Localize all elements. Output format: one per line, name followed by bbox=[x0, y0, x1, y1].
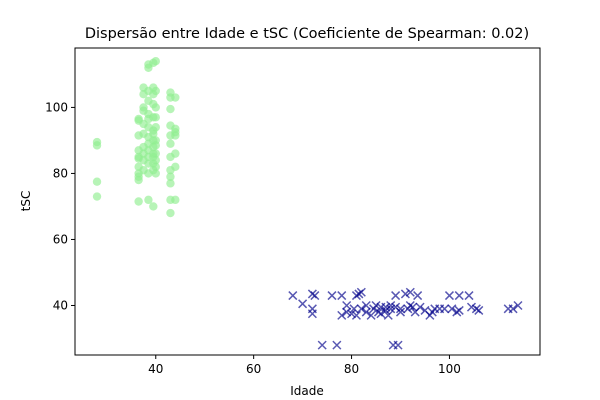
scatter-point bbox=[310, 291, 320, 301]
scatter-point bbox=[395, 304, 406, 314]
scatter-point bbox=[171, 195, 180, 205]
scatter-point bbox=[349, 304, 359, 314]
x-tick-label: 100 bbox=[438, 362, 461, 376]
scatter-point bbox=[408, 302, 418, 312]
scatter-point bbox=[342, 300, 352, 311]
scatter-point bbox=[383, 310, 393, 320]
scatter-point bbox=[371, 300, 381, 311]
scatter-point bbox=[171, 131, 180, 140]
scatter-point bbox=[386, 300, 396, 311]
scatter-point bbox=[395, 307, 406, 317]
scatter-point bbox=[447, 304, 457, 314]
scatter-point bbox=[361, 307, 371, 317]
chart-title: Dispersão entre Idade e tSC (Coeficiente… bbox=[85, 26, 529, 42]
scatter-point bbox=[166, 179, 175, 188]
scatter-point bbox=[151, 113, 160, 122]
scatter-point bbox=[151, 86, 160, 96]
scatter-point bbox=[454, 305, 464, 315]
scatter-point bbox=[337, 291, 347, 301]
scatter-point bbox=[391, 291, 401, 301]
scatter-point bbox=[337, 310, 347, 320]
x-tick-label: 80 bbox=[344, 362, 359, 376]
data-points bbox=[92, 57, 523, 350]
scatter-point bbox=[413, 291, 423, 301]
scatter-point bbox=[92, 177, 102, 186]
scatter-point bbox=[508, 304, 518, 314]
scatter-point bbox=[393, 340, 403, 350]
y-axis: 40 60 80 100 bbox=[45, 100, 75, 312]
scatter-point bbox=[474, 305, 484, 315]
plot-frame bbox=[74, 47, 541, 356]
y-tick-label: 60 bbox=[53, 232, 68, 246]
x-axis: 40 60 80 100 bbox=[148, 355, 461, 376]
scatter-point bbox=[513, 300, 523, 311]
x-tick-label: 40 bbox=[148, 362, 163, 376]
scatter-point bbox=[166, 139, 175, 148]
scatter-point bbox=[356, 287, 366, 297]
scatter-point bbox=[92, 192, 102, 201]
scatter-point bbox=[332, 340, 342, 350]
scatter-point bbox=[151, 162, 160, 172]
scatter-point bbox=[288, 291, 298, 301]
scatter-point bbox=[400, 289, 410, 299]
y-tick-label: 40 bbox=[53, 298, 68, 312]
scatter-point bbox=[464, 291, 474, 301]
scatter-point bbox=[342, 307, 352, 317]
scatter-point bbox=[134, 175, 143, 185]
scatter-point bbox=[151, 149, 160, 158]
scatter-point bbox=[366, 310, 376, 320]
y-tick-label: 80 bbox=[53, 166, 68, 180]
scatter-point bbox=[454, 291, 464, 301]
scatter-point bbox=[298, 299, 308, 309]
scatter-point bbox=[440, 304, 450, 314]
scatter-point bbox=[149, 202, 158, 211]
scatter-point bbox=[356, 304, 366, 314]
scatter-point bbox=[92, 141, 102, 150]
scatter-point bbox=[415, 302, 425, 312]
scatter-point bbox=[317, 340, 327, 350]
scatter-point bbox=[376, 309, 386, 319]
scatter-point bbox=[405, 287, 415, 297]
scatter-point bbox=[327, 291, 337, 301]
y-tick-label: 100 bbox=[45, 100, 68, 114]
scatter-point bbox=[134, 197, 143, 206]
scatter-point bbox=[466, 302, 477, 312]
scatter-point bbox=[171, 93, 180, 102]
x-tick-label: 60 bbox=[246, 362, 261, 376]
scatter-point bbox=[151, 141, 160, 150]
scatter-point bbox=[149, 129, 158, 139]
scatter-point bbox=[171, 162, 180, 172]
scatter-point bbox=[151, 156, 160, 165]
scatter-point bbox=[151, 103, 160, 112]
scatter-point bbox=[166, 172, 175, 181]
scatter-point bbox=[151, 57, 160, 66]
scatter-point bbox=[144, 195, 153, 205]
scatter-point bbox=[151, 169, 160, 178]
scatter-point bbox=[351, 310, 361, 320]
scatter-point bbox=[381, 302, 391, 312]
x-axis-label: Idade bbox=[290, 384, 324, 398]
scatter-point bbox=[166, 104, 175, 114]
y-axis-label: tSC bbox=[19, 191, 33, 212]
scatter-point bbox=[307, 309, 317, 319]
scatter-point bbox=[386, 304, 396, 314]
scatter-point bbox=[347, 309, 357, 319]
scatter-point bbox=[166, 208, 175, 218]
scatter-point bbox=[151, 123, 160, 132]
scatter-point bbox=[361, 300, 371, 311]
scatter-point bbox=[444, 291, 454, 301]
scatter-point bbox=[171, 149, 180, 158]
